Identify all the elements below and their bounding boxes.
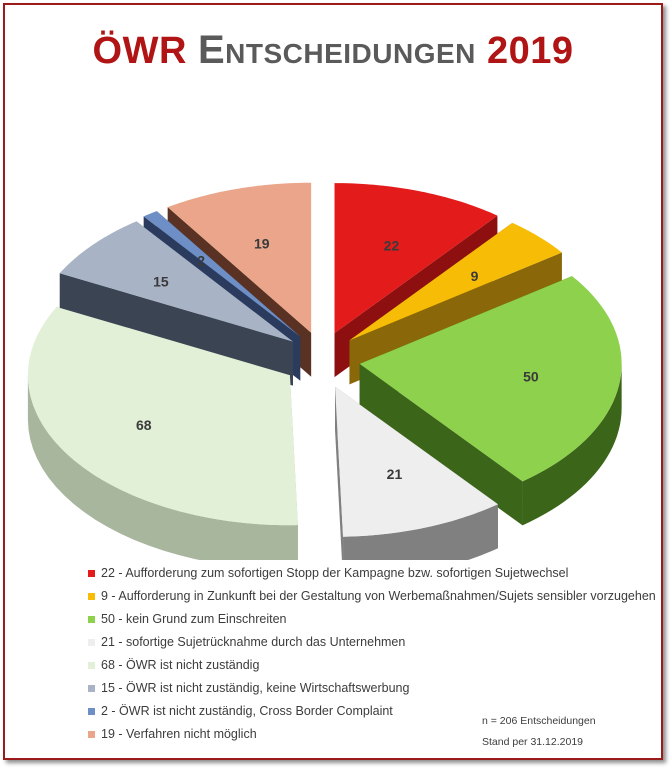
legend-label: 9 - Aufforderung in Zunkunft bei der Ges… — [101, 589, 656, 603]
legend-label: 68 - ÖWR ist nicht zuständig — [101, 658, 260, 672]
slice-label-50: 50 — [523, 369, 539, 385]
legend-swatch — [88, 731, 95, 738]
legend-swatch — [88, 570, 95, 577]
legend-label: 22 - Aufforderung zum sofortigen Stopp d… — [101, 566, 569, 580]
legend-swatch — [88, 662, 95, 669]
slice-wall-50-1 — [359, 363, 523, 526]
legend-swatch — [88, 616, 95, 623]
legend-swatch — [88, 685, 95, 692]
legend-swatch — [88, 708, 95, 715]
slice-label-21: 21 — [387, 466, 403, 482]
slice-wall-15-0 — [59, 273, 293, 386]
slice-label-22: 22 — [384, 237, 400, 253]
pie-tops — [27, 182, 622, 537]
title-entscheidungen: Entscheidungen — [197, 28, 476, 72]
slice-2 — [143, 211, 301, 337]
legend-label: 50 - kein Grund zum Einschreiten — [101, 612, 287, 626]
legend-label: 2 - ÖWR ist nicht zuständig, Cross Borde… — [101, 704, 393, 718]
slice-label-9: 9 — [471, 268, 479, 284]
legend-label: 15 - ÖWR ist nicht zuständig, keine Wirt… — [101, 681, 410, 695]
note-sample-size: n = 206 Entscheidungen — [482, 715, 596, 727]
title-owr: ÖWR — [92, 30, 187, 72]
slice-rim-50 — [522, 363, 622, 526]
slice-wall-21-1 — [335, 386, 344, 560]
slice-68 — [27, 306, 298, 526]
legend-label: 21 - sofortige Sujetrücknahme durch das … — [101, 635, 406, 649]
slice-15 — [59, 221, 293, 342]
legend-swatch — [88, 639, 95, 646]
slice-19 — [167, 182, 312, 333]
slice-rim-68 — [27, 375, 298, 560]
note: n = 206 Entscheidungen Stand per 31.12.2… — [482, 711, 596, 753]
slice-rim-21 — [343, 504, 498, 560]
slice-label-2: 2 — [197, 252, 205, 268]
slice-label-15: 15 — [153, 274, 169, 290]
note-date: Stand per 31.12.2019 — [482, 736, 584, 748]
slice-label-68: 68 — [136, 417, 152, 433]
slice-21 — [335, 386, 498, 537]
slice-22 — [334, 183, 498, 334]
slice-50 — [359, 276, 622, 482]
chart-title: ÖWR Entscheidungen 2019 — [0, 28, 666, 73]
slice-label-19: 19 — [254, 236, 270, 252]
title-year: 2019 — [486, 30, 574, 72]
legend-swatch — [88, 593, 95, 600]
slice-9 — [349, 222, 562, 341]
legend-label: 19 - Verfahren nicht möglich — [101, 727, 257, 741]
